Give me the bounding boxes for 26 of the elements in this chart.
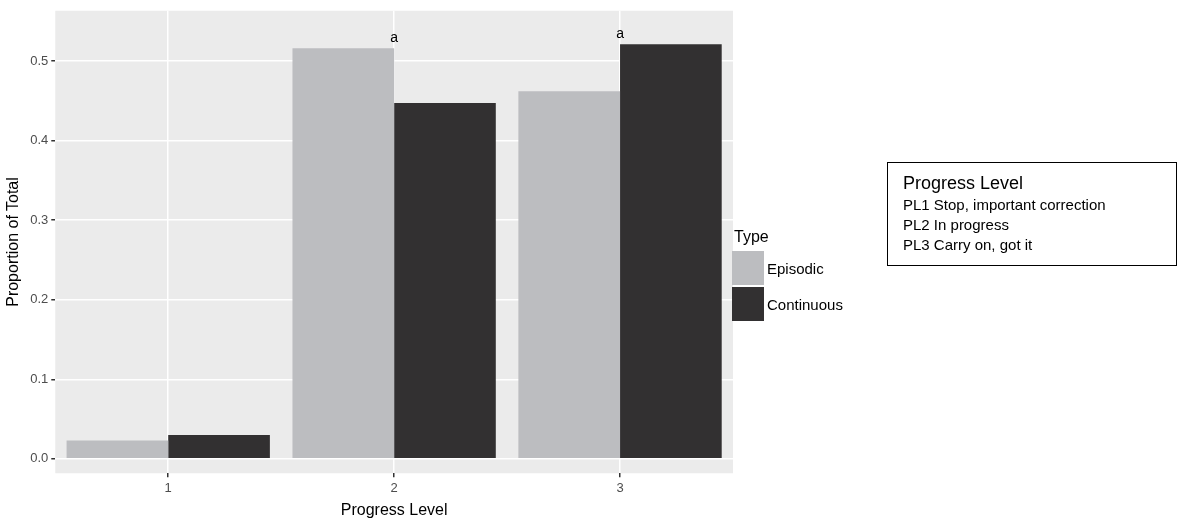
text: PL3 Carry on, got it (903, 235, 1034, 255)
legend-label: Episodic (767, 259, 824, 277)
x-axis-title: Progress Level (340, 500, 448, 518)
y-tick-label: 0.0 (30, 450, 49, 466)
annotation: a (390, 29, 399, 46)
bar (66, 440, 169, 459)
bar (394, 103, 496, 459)
y-tick-label: 0.5 (30, 52, 49, 68)
bar (292, 48, 395, 459)
bar (168, 435, 270, 459)
text: PL1 Stop, important correction (903, 195, 1107, 215)
y-tick-label: 0.4 (30, 132, 49, 148)
y-tick-label: 0.1 (30, 370, 49, 386)
y-tick-label: 0.3 (30, 211, 49, 227)
x-tick-label: 2 (390, 479, 398, 495)
legend-label: Continuous (767, 295, 843, 313)
text: PL2 In progress (903, 215, 1010, 235)
text: Progress Level (903, 172, 1025, 195)
annotation: a (616, 25, 625, 42)
bar (620, 44, 722, 459)
x-tick-label: 1 (164, 479, 172, 495)
y-axis-title: Proportion of Total (4, 177, 22, 307)
bar (518, 91, 621, 459)
y-tick-label: 0.2 (30, 291, 49, 307)
legend-title: Type (734, 228, 770, 246)
x-tick-label: 3 (616, 479, 624, 495)
